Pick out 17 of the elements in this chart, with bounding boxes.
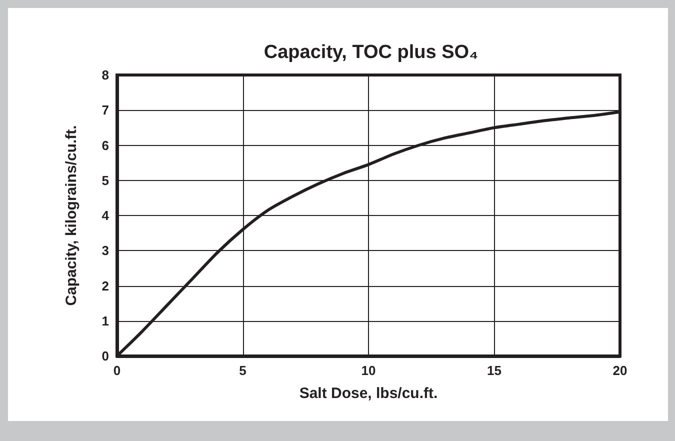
x-axis-title: Salt Dose, lbs/cu.ft. xyxy=(299,385,438,402)
y-tick-label: 8 xyxy=(102,68,109,82)
y-tick-label: 0 xyxy=(102,348,109,364)
x-tick-label: 10 xyxy=(361,363,376,378)
y-tick-label: 4 xyxy=(102,208,110,223)
y-tick-label: 7 xyxy=(102,102,109,118)
x-tick-label: 5 xyxy=(239,363,246,378)
x-tick-label: 15 xyxy=(487,363,502,378)
y-tick-label: 3 xyxy=(102,243,109,258)
y-tick-label: 6 xyxy=(102,138,109,153)
x-tick-label: 0 xyxy=(113,363,121,378)
y-tick-label: 1 xyxy=(102,313,109,328)
chart-title: Capacity, TOC plus SO₄ xyxy=(264,42,478,63)
y-tick-label: 5 xyxy=(102,172,109,188)
x-tick-label: 20 xyxy=(612,363,628,378)
y-axis-title: Capacity, kilograins/cu.ft. xyxy=(63,125,80,306)
y-tick-label: 2 xyxy=(102,278,109,294)
